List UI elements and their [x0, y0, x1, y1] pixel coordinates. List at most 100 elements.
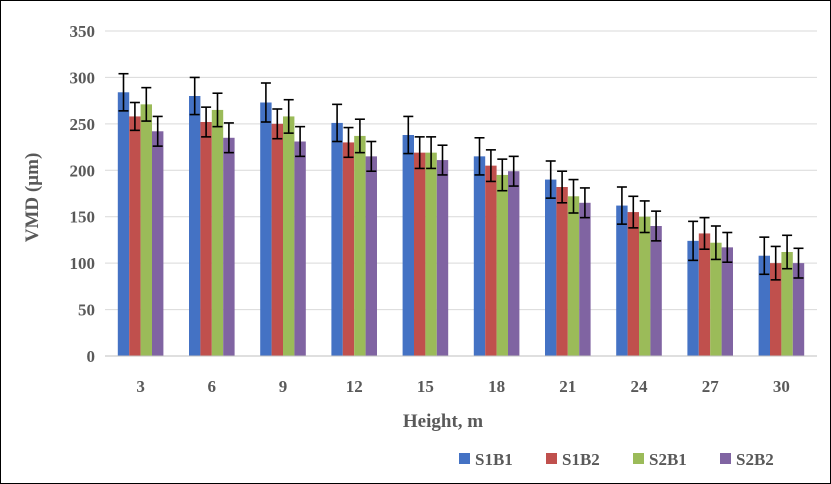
- bar-s1b2-9: [271, 123, 283, 356]
- bar-s2b1-15: [425, 152, 437, 356]
- bar-s2b2-12: [365, 156, 377, 356]
- legend-label: S2B2: [736, 450, 774, 469]
- error-bar-s2b2-6: [223, 122, 234, 154]
- error-bar-s2b1-27: [710, 225, 721, 261]
- x-tick-label: 6: [208, 377, 217, 396]
- bar-s2b1-27: [710, 242, 722, 356]
- bar-s1b2-12: [342, 142, 355, 356]
- bars: [117, 92, 805, 357]
- legend-label: S1B2: [562, 450, 600, 469]
- error-bar-s2b1-15: [426, 136, 437, 170]
- y-tick-label: 0: [87, 347, 96, 366]
- bar-s2b1-6: [211, 109, 224, 356]
- bar-s1b2-3: [129, 116, 141, 356]
- x-tick-label: 27: [702, 377, 720, 396]
- bar-s2b1-21: [567, 196, 580, 356]
- error-bar-s2b1-12: [354, 118, 365, 154]
- error-bar-s1b1-6: [189, 76, 200, 116]
- bar-s2b2-30: [792, 263, 805, 356]
- x-tick-label: 30: [773, 377, 790, 396]
- legend-item-s1b2: S1B2: [546, 450, 600, 469]
- error-bar-s1b1-30: [759, 236, 770, 276]
- bar-s1b2-18: [485, 165, 497, 356]
- bar-s1b2-30: [770, 263, 782, 356]
- bar-s1b1-3: [117, 92, 130, 357]
- error-bar-s2b2-15: [437, 144, 448, 176]
- bar-s2b2-15: [436, 160, 449, 356]
- bar-s2b1-9: [283, 116, 295, 356]
- bar-s2b2-27: [721, 247, 733, 356]
- error-bar-s2b2-30: [793, 247, 804, 279]
- error-bar-s1b1-27: [688, 220, 699, 262]
- error-bar-s2b1-18: [497, 158, 508, 192]
- y-tick-label: 350: [70, 22, 96, 41]
- bar-s2b2-6: [223, 137, 235, 356]
- x-tick-label: 9: [279, 377, 288, 396]
- legend: S1B1 S1B2 S2B1 S2B2: [459, 450, 774, 469]
- bar-s2b1-24: [639, 216, 651, 356]
- legend-swatch: [459, 453, 470, 464]
- error-bar-s1b2-12: [343, 126, 354, 159]
- x-tick-label: 21: [559, 377, 576, 396]
- y-tick-label: 50: [78, 301, 95, 320]
- y-tick-label: 150: [70, 208, 96, 227]
- bar-s1b1-15: [402, 135, 414, 356]
- legend-item-s2b2: S2B2: [720, 450, 774, 469]
- y-tick-label: 300: [70, 68, 96, 87]
- bar-s1b1-21: [545, 179, 557, 356]
- error-bar-s1b2-9: [272, 108, 283, 140]
- bar-s2b1-12: [354, 135, 366, 356]
- error-bar-s1b1-12: [332, 103, 343, 143]
- legend-item-s2b1: S2B1: [633, 450, 687, 469]
- error-bar-s2b2-24: [651, 210, 662, 242]
- x-tick-label: 24: [631, 377, 649, 396]
- error-bar-s1b2-6: [201, 106, 212, 138]
- error-bar-s2b2-9: [295, 125, 306, 158]
- bar-s2b2-3: [152, 131, 164, 356]
- error-bar-s2b1-3: [141, 86, 152, 122]
- error-bar-s2b1-30: [782, 234, 793, 270]
- error-bar-s1b2-30: [770, 245, 781, 281]
- error-bars: [118, 72, 804, 281]
- error-bar-s1b2-18: [485, 149, 496, 183]
- bar-s1b1-18: [473, 156, 486, 356]
- bar-s1b1-30: [758, 255, 770, 356]
- legend-label: S2B1: [649, 450, 687, 469]
- error-bar-s1b1-18: [474, 136, 485, 176]
- bar-s1b2-15: [414, 152, 426, 356]
- error-bar-s1b1-21: [545, 160, 556, 199]
- error-bar-s1b1-24: [616, 186, 627, 225]
- bar-s2b2-9: [294, 141, 306, 356]
- bar-s1b2-27: [698, 233, 711, 356]
- bar-s1b1-9: [260, 102, 272, 356]
- bar-s1b1-24: [616, 205, 628, 356]
- legend-label: S1B1: [475, 450, 513, 469]
- bar-s1b1-12: [331, 122, 343, 356]
- x-tick-label: 3: [136, 377, 145, 396]
- bar-s1b1-6: [189, 96, 201, 356]
- error-bar-s2b2-12: [366, 140, 377, 173]
- bar-s1b2-21: [556, 187, 568, 356]
- y-tick-labels: 0 50 100 150 200 250 300 350: [70, 22, 96, 366]
- x-tick-label: 12: [346, 377, 363, 396]
- error-bar-s1b1-3: [118, 72, 129, 112]
- error-bar-s2b1-9: [283, 98, 294, 134]
- y-axis-title: VMD (µm): [22, 153, 43, 243]
- y-tick-label: 100: [70, 254, 96, 273]
- error-bar-s2b1-24: [639, 200, 650, 234]
- legend-swatch: [546, 453, 557, 464]
- error-bar-s2b2-3: [152, 115, 163, 147]
- error-bar-s2b2-21: [579, 187, 590, 219]
- x-axis-title: Height, m: [403, 411, 483, 432]
- error-bar-s1b2-15: [414, 136, 425, 170]
- bar-s2b1-30: [781, 252, 793, 356]
- error-bar-s1b2-3: [129, 101, 140, 132]
- error-bar-s2b1-21: [568, 178, 579, 214]
- error-bar-s1b2-24: [628, 195, 639, 229]
- bar-s2b1-18: [496, 174, 508, 356]
- bar-s2b2-24: [650, 226, 662, 356]
- x-tick-labels: 3 6 9 12 15 18 21 24 27 30: [136, 377, 790, 396]
- y-tick-label: 200: [70, 161, 96, 180]
